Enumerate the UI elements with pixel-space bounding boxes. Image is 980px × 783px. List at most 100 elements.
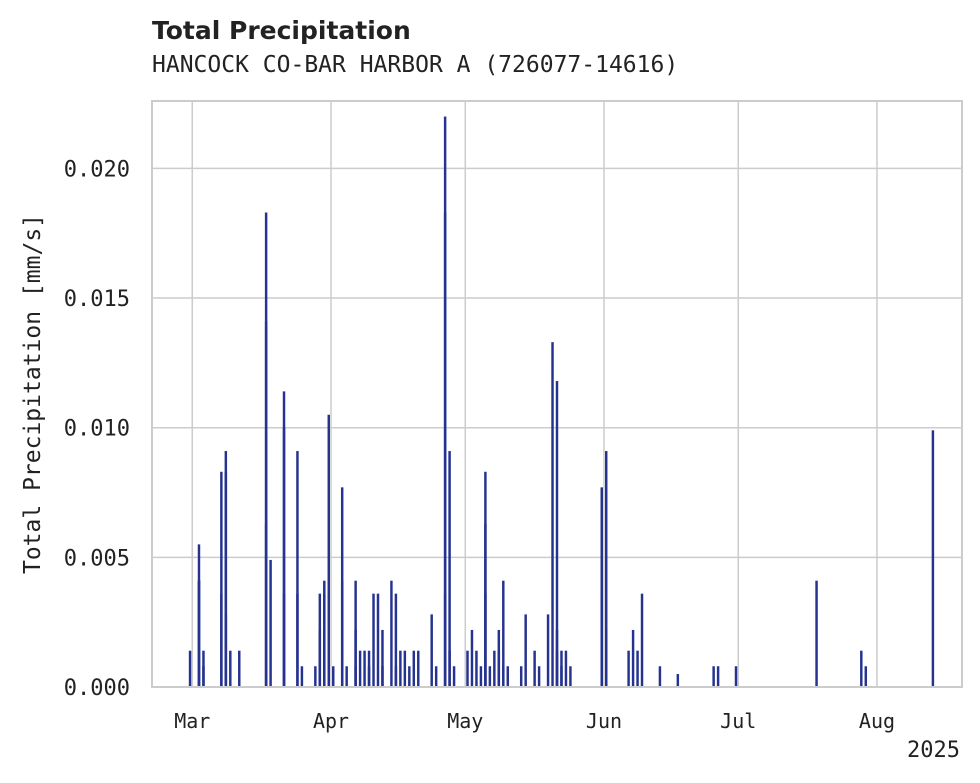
precipitation-bar [318,629,322,687]
y-axis-label: Total Precipitation [mm/s] [20,214,46,574]
precipitation-bar [479,666,483,687]
precipitation-bar [712,666,715,687]
precipitation-bar [658,666,662,687]
precipitation-bar [815,580,818,687]
precipitation-bar [367,666,371,687]
precipitation-bar [497,629,501,687]
precipitation-bar [470,629,474,687]
precipitation-bar [443,212,447,687]
precipitation-bar [627,650,630,687]
precipitation-bar [475,650,478,687]
precipitation-bar [332,666,335,687]
y-tick-label: 0.010 [64,417,130,442]
precipitation-bar [417,650,420,687]
precipitation-bar [296,451,299,687]
precipitation-bar [502,580,505,687]
precipitation-bar [354,580,357,687]
precipitation-bar [327,414,330,687]
precipitation-bar [390,580,393,687]
x-tick-label: Aug [859,709,895,733]
precipitation-bar [546,614,550,687]
precipitation-bar [282,427,286,687]
precipitation-bar [323,580,326,687]
precipitation-bar [430,614,433,687]
precipitation-bar [381,666,384,687]
x-tick-label: Apr [313,709,349,733]
precipitation-bar [640,593,644,687]
precipitation-bar [412,650,416,687]
y-tick-label: 0.005 [64,546,130,571]
precipitation-bar [448,650,451,687]
precipitation-bar [600,487,603,687]
precipitation-bar [340,487,344,687]
precipitation-bar [506,666,510,687]
x-axis-year-label: 2025 [907,738,960,763]
chart-title: Total Precipitation [152,16,411,45]
precipitation-bar [734,666,738,687]
precipitation-bar [636,650,639,687]
precipitation-bar [555,650,559,687]
precipitation-bar [716,666,720,687]
precipitation-bar [604,666,608,687]
precipitation-bar [363,650,366,687]
x-tick-label: Jun [586,709,622,733]
precipitation-bar [238,650,241,687]
chart-subtitle: HANCOCK CO-BAR HARBOR A (726077-14616) [152,52,679,78]
precipitation-bar [376,593,380,687]
precipitation-bar [269,559,272,687]
precipitation-bar [551,342,554,687]
precipitation-bar [564,650,568,687]
y-tick-label: 0.020 [64,157,130,182]
precipitation-bar [452,666,456,687]
precipitation-bar [502,666,505,687]
precipitation-bar [448,451,451,687]
precipitation-bar [224,614,228,687]
precipitation-bar [229,650,232,687]
precipitation-bar [345,666,348,687]
precipitation-bar [488,666,492,687]
precipitation-bar [202,666,205,687]
precipitation-bar [381,629,384,687]
precipitation-bar [408,666,411,687]
precipitation-bar [555,381,559,687]
precipitation-bar [519,666,523,687]
x-axis-ticks: Mar Apr May Jun Jul Aug [174,709,895,733]
x-tick-label: Mar [174,709,210,733]
precipitation-bar [569,666,572,687]
precipitation-bar [188,650,192,687]
precipitation-bar [524,614,527,687]
precipitation-bar [372,593,375,687]
precipitation-bar [676,674,680,687]
precipitation-bar [434,666,438,687]
x-tick-label: Jul [720,709,756,733]
precipitation-bar [466,650,469,687]
precipitation-bar [354,666,357,687]
y-tick-label: 0.015 [64,287,130,312]
precipitation-bar [860,650,863,687]
precipitation-bar [394,593,398,687]
precipitation-bar [224,471,228,687]
precipitation-bar [220,471,223,687]
y-axis-ticks: 0.000 0.005 0.010 0.015 0.020 [64,157,130,701]
precipitation-bar [631,629,635,687]
precipitation-bar [358,650,362,687]
precipitation-bar [604,451,608,687]
precipitation-bar [394,666,398,687]
precipitation-bar [197,580,201,687]
y-tick-label: 0.000 [64,676,130,701]
precipitation-bar [484,523,487,687]
precipitation-bar [403,650,407,687]
x-tick-label: May [447,709,483,733]
precipitation-bar [533,650,536,687]
precipitation-bar [264,212,268,687]
precipitation-bar [600,593,603,687]
precipitation-bar [493,650,496,687]
precipitation-bar [604,629,608,687]
precipitation-bar [314,666,317,687]
precipitation-bar [864,666,868,687]
precipitation-bar [399,650,402,687]
plot-frame [151,100,963,688]
precipitation-bars [188,116,935,688]
precipitation-bar [300,666,304,687]
